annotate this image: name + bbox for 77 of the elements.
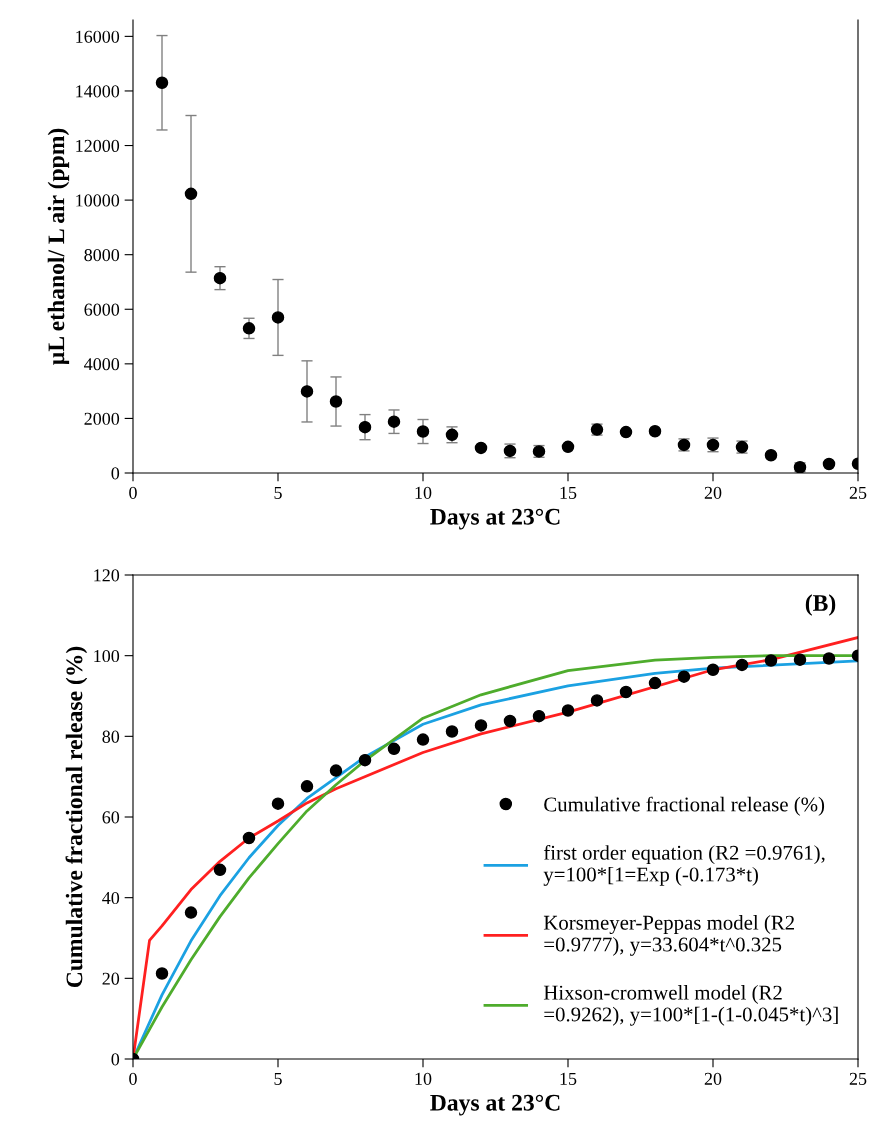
point (213, 863, 227, 877)
point (358, 420, 372, 434)
point (387, 742, 401, 756)
point (155, 967, 169, 980)
x-tick-label: 15 (560, 1072, 577, 1085)
point (329, 395, 343, 408)
point (822, 457, 836, 471)
point (184, 187, 198, 201)
y-tick-label: 2000 (84, 412, 120, 425)
y-tick-label: 40 (102, 891, 120, 905)
x-axis-title: Days at 23°C (430, 1094, 560, 1116)
point (677, 670, 691, 683)
legend-label: Korsmeyer-Peppas model (R2 =0.9777), y=33.604*t^0.325 (543, 915, 794, 956)
point (213, 271, 227, 285)
point (300, 780, 314, 793)
point (155, 76, 169, 90)
y-tick-label: 12000 (76, 139, 120, 152)
y-tick-label: 60 (102, 811, 120, 824)
y-tick-label: 10000 (76, 194, 120, 207)
point (184, 906, 198, 919)
x-tick-label: 15 (560, 486, 577, 499)
x-tick-label: 0 (129, 486, 137, 499)
x-tick-label: 10 (415, 486, 432, 499)
y-tick-label: 120 (94, 569, 120, 582)
x-tick-label: 10 (415, 1072, 432, 1085)
y-tick-label: 8000 (84, 248, 120, 262)
x-tick-label: 5 (274, 1072, 282, 1085)
point (764, 449, 778, 462)
y-tick-label: 16000 (76, 30, 120, 43)
legend-label: Cumulative fractional release (%) (544, 796, 825, 816)
x-tick-label: 25 (849, 486, 867, 499)
point (648, 676, 662, 690)
point (329, 764, 343, 777)
point (619, 425, 633, 439)
x-tick-label: 5 (274, 486, 282, 499)
point (474, 441, 488, 455)
point (735, 658, 749, 672)
legend-label: Hixson-cromwell model (R2 =0.9262), y=100*[1-(1-0.045*t)^3] (543, 984, 838, 1026)
point (503, 714, 517, 728)
point (416, 733, 430, 746)
y-tick-label: 80 (102, 730, 120, 743)
x-tick-label: 20 (704, 486, 722, 499)
point (532, 709, 546, 723)
point (474, 719, 488, 732)
point (561, 440, 575, 454)
point (561, 704, 575, 717)
y-tick-label: 20 (102, 972, 120, 985)
point (300, 385, 314, 398)
legend-label: first order equation (R2 =0.9761), y=100*[1=Exp (-0.173*t) (543, 844, 825, 886)
point (358, 753, 372, 767)
y-tick-label: 14000 (76, 85, 120, 98)
point (706, 663, 720, 677)
point (271, 311, 285, 324)
y-tick-label: 0 (111, 1053, 120, 1066)
y-tick-label: 0 (111, 467, 120, 480)
x-tick-label: 0 (129, 1072, 137, 1085)
point (271, 797, 285, 810)
point (242, 322, 256, 335)
point (387, 415, 401, 428)
point (416, 425, 430, 438)
point (445, 725, 459, 738)
point (648, 424, 662, 438)
point (242, 831, 256, 845)
point (822, 652, 836, 665)
y-tick-label: 4000 (84, 358, 120, 371)
point (619, 685, 633, 699)
y-axis-title: µL ethanol/ L air (ppm) (47, 128, 70, 365)
point (764, 654, 778, 667)
x-tick-label: 20 (704, 1072, 722, 1085)
y-axis-title: Cumulative fractional release (%) (65, 646, 88, 988)
x-axis-title: Days at 23°C (430, 508, 560, 530)
y-tick-label: 100 (94, 649, 120, 663)
point (793, 653, 807, 666)
point (590, 694, 604, 707)
y-tick-label: 6000 (84, 303, 120, 316)
x-tick-label: 25 (849, 1072, 867, 1085)
annotation: (B) (805, 594, 836, 616)
